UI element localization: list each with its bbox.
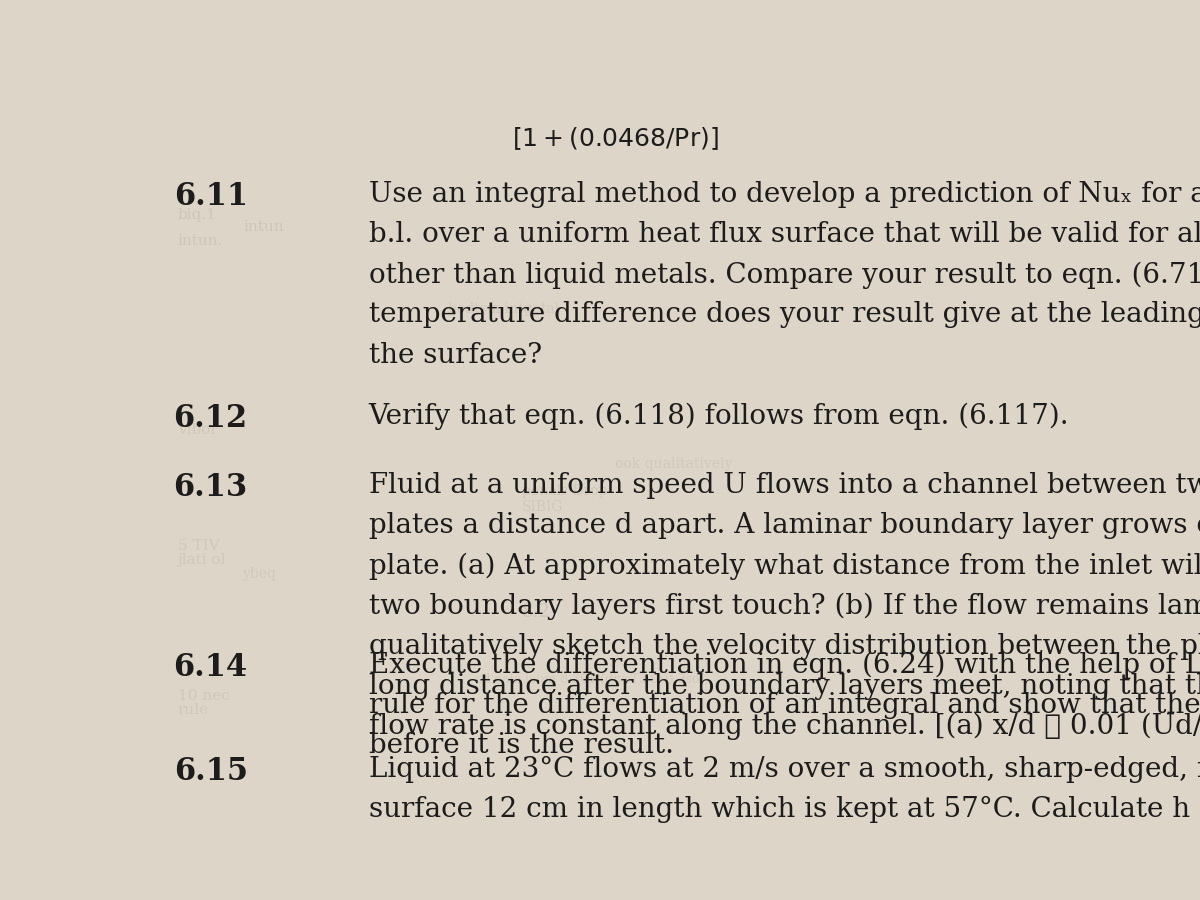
Text: 6.15: 6.15	[174, 756, 247, 787]
Text: other than liquid metals. Compare your result to eqn. (6.71). What: other than liquid metals. Compare your r…	[368, 261, 1200, 289]
Text: qualitatively sketch the velocity distribution between the plates a: qualitatively sketch the velocity distri…	[368, 633, 1200, 660]
Text: 10 nec: 10 nec	[178, 688, 229, 703]
Text: the surface?: the surface?	[368, 341, 541, 368]
Text: temperature difference does your result give at the leading edge of: temperature difference does your result …	[368, 302, 1200, 328]
Text: jlati ol: jlati ol	[178, 553, 227, 567]
Text: 5 TIV: 5 TIV	[178, 539, 220, 553]
Text: ook qualitatively: ook qualitatively	[616, 456, 732, 471]
Text: 6.14: 6.14	[174, 652, 247, 683]
Text: sd oale laum 8.301 (divsT3.9rl) 3sol: sd oale laum 8.301 (divsT3.9rl) 3sol	[475, 673, 703, 686]
Text: intun.: intun.	[178, 234, 223, 248]
Text: Verify that eqn. (6.118) follows from eqn. (6.117).: Verify that eqn. (6.118) follows from eq…	[368, 402, 1069, 430]
Text: Fluid at a uniform speed U flows into a channel between two parallel: Fluid at a uniform speed U flows into a …	[368, 472, 1200, 499]
Text: rule for the differentiation of an integral and show that the equation: rule for the differentiation of an integ…	[368, 692, 1200, 719]
Text: 6.11: 6.11	[174, 181, 247, 211]
Text: before it is the result.: before it is the result.	[368, 733, 673, 760]
Text: SIBIG: SIBIG	[522, 500, 564, 514]
Text: Execute the differentiation in eqn. (6.24) with the help of Leibnitz’s: Execute the differentiation in eqn. (6.2…	[368, 652, 1200, 680]
Text: $\left[1 + (0.0468/\mathrm{Pr})\right]$: $\left[1 + (0.0468/\mathrm{Pr})\right]$	[511, 125, 719, 152]
Text: b.l. over a uniform heat flux surface that will be valid for all fluids: b.l. over a uniform heat flux surface th…	[368, 221, 1200, 248]
Text: plates a distance d apart. A laminar boundary layer grows on each: plates a distance d apart. A laminar bou…	[368, 512, 1200, 539]
Text: ybeq: ybeq	[242, 567, 277, 580]
Text: plate. (a) At approximately what distance from the inlet will the: plate. (a) At approximately what distanc…	[368, 553, 1200, 580]
Text: 6.13: 6.13	[173, 472, 247, 503]
Text: intun: intun	[242, 220, 283, 234]
Text: 6.12: 6.12	[174, 402, 247, 434]
Text: Use an integral method to develop a prediction of Nuₓ for a laminar: Use an integral method to develop a pred…	[368, 181, 1200, 208]
Text: Liquid at 23°C flows at 2 m/s over a smooth, sharp-edged, flat: Liquid at 23°C flows at 2 m/s over a smo…	[368, 756, 1200, 783]
Text: vibor: vibor	[178, 423, 217, 437]
Text: biq.1: biq.1	[178, 209, 217, 222]
Text: surface 12 cm in length which is kept at 57°C. Calculate h at the: surface 12 cm in length which is kept at…	[368, 796, 1200, 824]
Text: two boundary layers first touch? (b) If the flow remains laminar,: two boundary layers first touch? (b) If …	[368, 592, 1200, 620]
Text: flow rate is constant along the channel. [(a) x/d ≅ 0.01 (Ud/ν).]: flow rate is constant along the channel.…	[368, 713, 1200, 741]
Text: 8.2: 8.2	[522, 604, 551, 622]
Text: rule: rule	[178, 703, 209, 716]
Text: penals Drop: penals Drop	[522, 483, 607, 498]
Text: long distance after the boundary layers meet, noting that the mass: long distance after the boundary layers …	[368, 673, 1200, 700]
Text: bodtsm intgetal: bodtsm intgetal	[448, 302, 559, 316]
